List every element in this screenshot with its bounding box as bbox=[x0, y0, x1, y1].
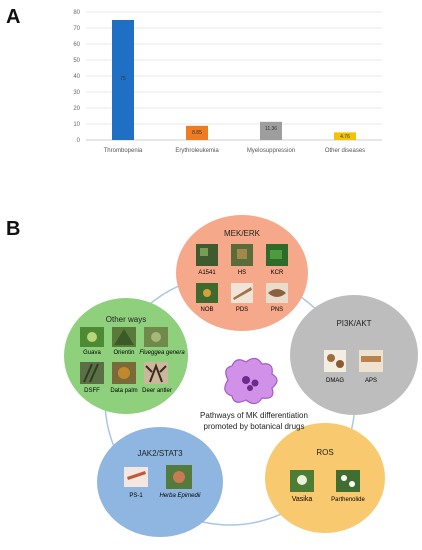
bar-value-label: 8.85 bbox=[192, 130, 202, 136]
aps-photo-detail bbox=[361, 356, 381, 362]
jak2-stat3-title: JAK2/STAT3 bbox=[137, 449, 183, 458]
dmag-photo-detail-2 bbox=[336, 360, 344, 368]
orientin-label: Orientin bbox=[113, 350, 134, 356]
bar bbox=[334, 132, 356, 140]
parthenolide-photo-detail bbox=[341, 475, 347, 481]
chart-y-ticks: 0 10 20 30 40 50 60 70 80 bbox=[73, 10, 80, 144]
bar-value-label: 11.36 bbox=[265, 126, 277, 132]
megakaryocyte-cell-icon bbox=[224, 357, 278, 405]
ps1-label: PS-1 bbox=[129, 493, 143, 499]
a1541-label: A1541 bbox=[198, 270, 216, 276]
bar-value-label: 75 bbox=[120, 76, 126, 82]
center-caption-line2: promoted by botanical drugs bbox=[204, 422, 305, 431]
center-caption-line1: Pathways of MK differentiation bbox=[200, 411, 308, 420]
mek-erk-node: MEK/ERK A1541 HS KCR NOB PDS PNS bbox=[176, 215, 308, 331]
kcr-photo-detail bbox=[270, 250, 282, 259]
dmag-photo bbox=[324, 350, 346, 372]
parthenolide-label: Parthenolide bbox=[331, 497, 365, 503]
center-megakaryocyte: Pathways of MK differentiation promoted … bbox=[200, 357, 308, 431]
guava-label: Guava bbox=[83, 350, 101, 356]
pds-photo-detail bbox=[233, 287, 252, 300]
hs-label: HS bbox=[238, 270, 246, 276]
megakaryocyte-nucleus-icon-3 bbox=[247, 385, 253, 391]
deer-antler-photo-detail bbox=[145, 363, 167, 383]
bar bbox=[112, 20, 134, 140]
bar bbox=[260, 121, 282, 140]
vasika-label: Vasika bbox=[292, 496, 313, 503]
parthenolide-photo-detail-2 bbox=[349, 481, 355, 487]
x-category-label: Erythroleukemia bbox=[175, 148, 219, 154]
megakaryocyte-nucleus-icon-2 bbox=[251, 379, 259, 387]
dsff-photo-detail bbox=[83, 363, 99, 383]
date-palm-label: Data palm bbox=[110, 388, 137, 394]
orientin-photo-detail bbox=[114, 329, 134, 345]
aps-label: APS bbox=[365, 378, 377, 384]
pi3k-akt-circle bbox=[290, 295, 418, 415]
parthenolide-photo bbox=[336, 470, 360, 492]
a1541-photo-detail bbox=[200, 248, 208, 256]
dsff-label: DSFF bbox=[84, 388, 100, 394]
y-tick-label: 60 bbox=[73, 42, 80, 48]
y-tick-label: 50 bbox=[73, 58, 80, 64]
panel-label-a: A bbox=[6, 6, 21, 28]
guava-photo-detail bbox=[87, 332, 97, 342]
dmag-photo-detail bbox=[327, 354, 335, 362]
bar-chart: 0 10 20 30 40 50 60 70 80 75 8.85 11.36 4.76 Thromb… bbox=[73, 10, 382, 154]
nob-photo-detail bbox=[203, 289, 211, 297]
flueggea-photo-detail bbox=[151, 332, 161, 342]
chart-grid bbox=[86, 11, 382, 141]
ps1-photo-detail bbox=[127, 471, 146, 480]
chart-x-labels: Thrombopenia Erythroleukemia Myelosuppress… bbox=[104, 148, 366, 154]
date-palm-photo-detail bbox=[118, 367, 130, 379]
pns-label: PNS bbox=[271, 307, 283, 313]
ros-circle bbox=[265, 423, 385, 533]
panel-label-b: B bbox=[6, 218, 21, 240]
jak2-stat3-circle bbox=[97, 427, 223, 537]
y-tick-label: 40 bbox=[73, 74, 80, 80]
chart-bars: 75 8.85 11.36 4.76 bbox=[112, 20, 356, 140]
vasika-photo-detail bbox=[297, 475, 307, 485]
pi3k-akt-title: PI3K/AKT bbox=[336, 319, 371, 328]
x-category-label: Other diseases bbox=[325, 148, 365, 154]
ros-node: ROS Vasika Parthenolide bbox=[265, 423, 385, 533]
pi3k-akt-node: PI3K/AKT DMAG APS bbox=[290, 295, 418, 415]
y-tick-label: 70 bbox=[73, 26, 80, 32]
megakaryocyte-nucleus-icon bbox=[242, 376, 250, 384]
bar-value-label: 4.76 bbox=[340, 134, 350, 140]
mek-erk-title: MEK/ERK bbox=[224, 229, 261, 238]
deer-antler-label: Deer antler bbox=[142, 388, 172, 394]
ros-title: ROS bbox=[316, 448, 333, 457]
jak2-stat3-node: JAK2/STAT3 PS-1 Herba Epimedii bbox=[97, 427, 223, 537]
other-ways-title: Other ways bbox=[106, 315, 146, 324]
other-ways-node: Other ways Guava Orientin Flueggea gener… bbox=[64, 298, 188, 414]
y-tick-label: 20 bbox=[73, 106, 80, 112]
hs-photo-detail bbox=[237, 249, 247, 259]
flueggea-label: Flueggea genera bbox=[139, 350, 185, 356]
x-category-label: Thrombopenia bbox=[104, 148, 143, 154]
y-tick-label: 0 bbox=[77, 138, 81, 144]
x-category-label: Myelosuppression bbox=[247, 148, 295, 154]
y-tick-label: 80 bbox=[73, 10, 80, 16]
kcr-label: KCR bbox=[271, 270, 284, 276]
deer-antler-photo bbox=[144, 362, 168, 384]
herba-epimedii-label: Herba Epimedii bbox=[159, 493, 201, 499]
herba-epimedii-photo-detail bbox=[173, 471, 185, 483]
dmag-label: DMAG bbox=[326, 378, 344, 384]
pns-photo-detail bbox=[268, 289, 286, 297]
bar bbox=[186, 125, 208, 140]
pds-label: PDS bbox=[236, 307, 248, 313]
y-tick-label: 10 bbox=[73, 122, 80, 128]
y-tick-label: 30 bbox=[73, 90, 80, 96]
nob-label: NOB bbox=[200, 307, 213, 313]
